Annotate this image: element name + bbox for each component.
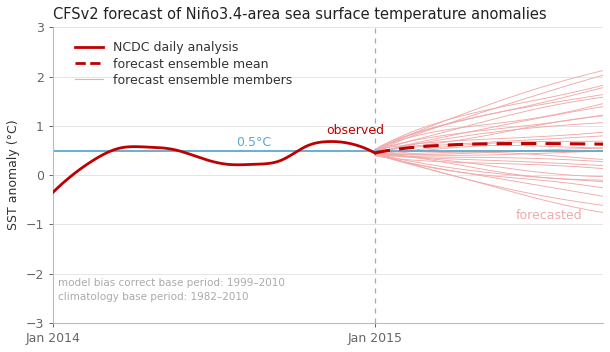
Text: model bias correct base period: 1999–2010
climatology base period: 1982–2010: model bias correct base period: 1999–201… <box>59 278 285 302</box>
Text: CFSv2 forecast of Niño3.4-area sea surface temperature anomalies: CFSv2 forecast of Niño3.4-area sea surfa… <box>53 7 547 22</box>
Text: forecasted: forecasted <box>516 209 583 222</box>
Text: observed: observed <box>326 124 385 137</box>
Y-axis label: SST anomaly (°C): SST anomaly (°C) <box>7 120 20 231</box>
Legend: NCDC daily analysis, forecast ensemble mean, forecast ensemble members: NCDC daily analysis, forecast ensemble m… <box>70 37 297 92</box>
Text: 0.5°C: 0.5°C <box>237 136 271 149</box>
